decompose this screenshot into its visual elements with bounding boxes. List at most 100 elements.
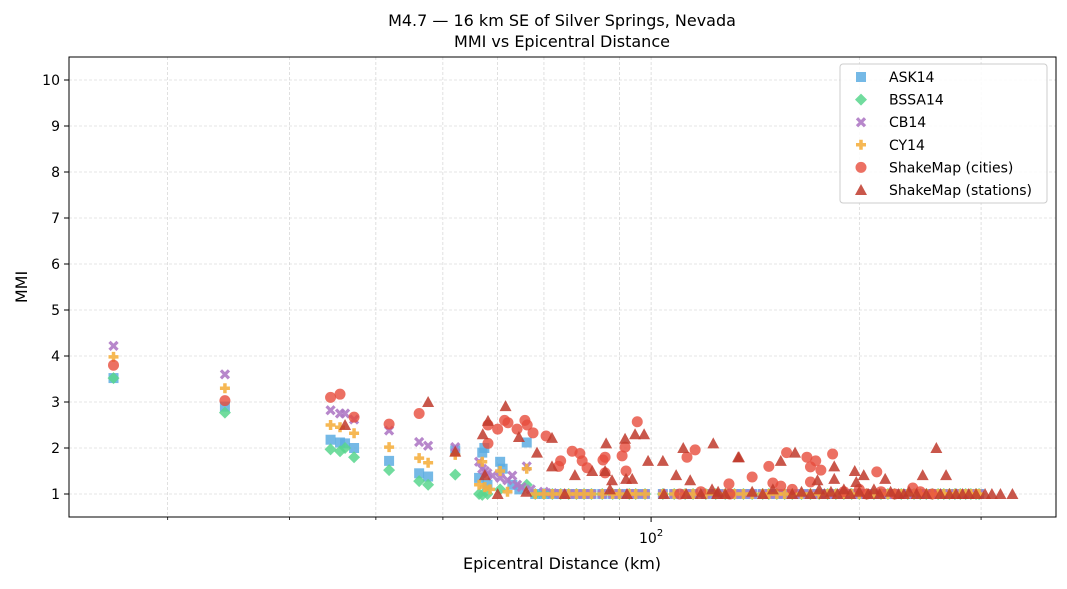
data-point (383, 418, 395, 430)
data-point (719, 488, 732, 499)
data-point (383, 464, 396, 477)
data-point (479, 443, 490, 453)
data-point (934, 488, 947, 499)
data-point (586, 489, 597, 499)
data-point (763, 460, 775, 472)
data-point (507, 470, 518, 481)
data-point (831, 488, 844, 499)
data-point (827, 448, 839, 460)
y-tick-label: 6 (51, 257, 60, 273)
data-point (384, 442, 395, 453)
legend-marker-circle-icon (855, 161, 867, 173)
data-point (638, 428, 651, 440)
data-point (335, 437, 346, 448)
data-point (491, 488, 504, 499)
data-point (487, 470, 498, 481)
data-point (689, 444, 701, 456)
data-point (844, 488, 857, 499)
data-point (867, 483, 880, 495)
legend-frame (839, 63, 1048, 204)
data-point (606, 474, 619, 486)
data-point (474, 472, 485, 483)
y-tick-label: 9 (51, 119, 60, 135)
data-point (626, 472, 639, 484)
data-point (813, 483, 826, 495)
data-point (384, 455, 395, 466)
data-point (499, 400, 512, 412)
data-point (795, 485, 808, 497)
data-point (746, 471, 758, 483)
data-point (218, 406, 231, 419)
legend-label: CB14 (889, 115, 926, 131)
data-point (414, 453, 425, 464)
legend-marker-square-icon (856, 72, 866, 82)
series-shakemap-stations (339, 396, 1019, 499)
data-point (712, 485, 725, 497)
data-point (786, 488, 799, 499)
data-point (478, 469, 491, 481)
data-point (219, 395, 231, 407)
data-point (512, 430, 525, 442)
legend-marker-plus-icon (856, 139, 866, 150)
data-point (538, 489, 549, 499)
data-point (479, 482, 490, 493)
data-point (774, 454, 787, 466)
axes: 102 1 2 3 4 5 6 7 8 9 10 (42, 73, 982, 547)
data-point (334, 388, 346, 400)
data-point (781, 447, 793, 459)
data-point (107, 372, 120, 385)
data-point (502, 417, 514, 429)
data-point (414, 436, 425, 448)
data-point (985, 488, 998, 499)
data-point (545, 460, 558, 472)
data-point (527, 427, 539, 439)
data-point (873, 488, 886, 499)
data-point (940, 469, 953, 481)
data-point (545, 431, 558, 443)
data-point (476, 428, 489, 440)
data-point (521, 437, 532, 448)
data-point (339, 419, 352, 430)
data-point (857, 469, 870, 481)
data-point (723, 478, 735, 490)
y-axis-label: MMI (12, 271, 31, 303)
data-point (339, 408, 351, 419)
data-point (599, 451, 611, 463)
data-point (621, 488, 634, 499)
data-point (884, 485, 897, 497)
plot-frame (68, 56, 1057, 518)
legend-label: CY14 (889, 138, 925, 154)
series-cy14 (108, 351, 985, 499)
data-point (642, 454, 655, 466)
y-tick-label: 4 (51, 349, 60, 365)
data-point (789, 446, 802, 458)
data-point (746, 485, 759, 497)
data-point (811, 474, 824, 486)
data-point (681, 451, 693, 463)
data-point (349, 443, 360, 453)
data-point (531, 446, 544, 458)
data-point (828, 472, 841, 484)
data-point (775, 480, 787, 492)
data-point (449, 468, 462, 481)
data-point (482, 437, 494, 449)
data-marks (107, 340, 1019, 501)
data-point (600, 437, 613, 449)
series-shakemap-cities (108, 359, 938, 500)
data-point (507, 479, 518, 490)
data-point (738, 489, 749, 499)
data-point (339, 442, 352, 454)
data-point (521, 419, 533, 431)
data-point (413, 408, 425, 419)
data-point (853, 485, 866, 497)
legend-marker-diamond-icon (855, 93, 867, 106)
data-point (497, 463, 508, 474)
legend-label: ShakeMap (cities) (889, 160, 1013, 176)
legend-marker-x-icon (855, 117, 867, 128)
data-point (804, 488, 817, 499)
data-point (449, 445, 462, 457)
data-point (495, 472, 506, 484)
y-tick-label: 5 (51, 303, 60, 319)
data-point (521, 463, 532, 474)
data-point (414, 468, 425, 479)
